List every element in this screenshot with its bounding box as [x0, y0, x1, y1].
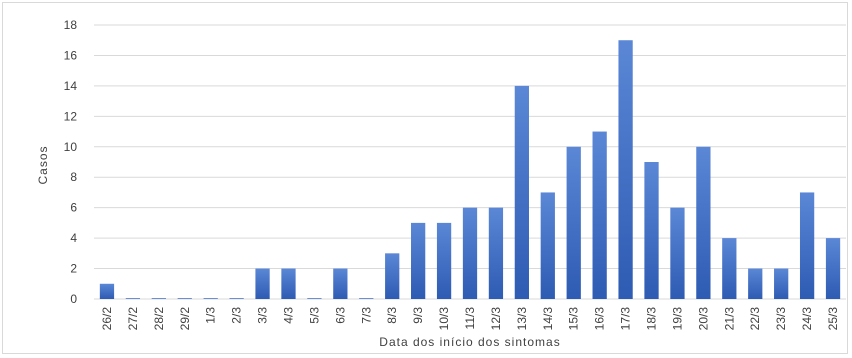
x-axis-ticks: 26/2 27/2 28/2 29/2 1/3 2/3 3/3 4/3 5/3 6/3 7/3 8/3…: [100, 307, 840, 331]
x-tick-label: 24/3: [800, 307, 814, 331]
y-tick-label: 16: [64, 48, 78, 62]
x-tick-label: 28/2: [152, 307, 166, 331]
bar-21-3: [722, 238, 737, 299]
bar-13-3: [514, 85, 529, 299]
bar-23-3: [774, 268, 789, 299]
bar-10-3: [436, 222, 452, 299]
bar-29-2: [177, 298, 192, 299]
x-tick-label: 21/3: [722, 307, 736, 331]
x-tick-label: 7/3: [359, 307, 373, 324]
bar-5-3: [307, 298, 322, 299]
x-tick-label: 9/3: [411, 307, 425, 324]
bar-24-3: [799, 192, 815, 299]
x-tick-label: 16/3: [593, 307, 607, 331]
y-tick-label: 4: [70, 231, 77, 245]
bar-20-3: [696, 146, 711, 299]
x-tick-label: 25/3: [826, 307, 840, 331]
x-tick-label: 8/3: [385, 307, 399, 324]
bar-27-2: [125, 298, 141, 299]
bar-19-3: [670, 207, 685, 299]
bars: [99, 40, 841, 299]
x-tick-label: 15/3: [567, 307, 581, 331]
bar-28-2: [151, 298, 166, 299]
bar-6-3: [333, 268, 348, 299]
y-axis-ticks: 0 2 4 6 8 10 12 14 16 18: [64, 18, 78, 306]
x-tick-label: 20/3: [696, 307, 710, 331]
x-tick-label: 22/3: [748, 307, 762, 331]
bar-14-3: [540, 192, 555, 299]
y-tick-label: 14: [64, 79, 78, 93]
x-tick-label: 19/3: [670, 307, 684, 331]
bar-8-3: [385, 253, 400, 299]
bar-22-3: [748, 268, 763, 299]
x-tick-label: 1/3: [204, 307, 218, 324]
x-tick-label: 27/2: [126, 307, 140, 331]
y-tick-label: 18: [64, 18, 78, 32]
x-tick-label: 2/3: [230, 307, 244, 324]
y-tick-label: 6: [70, 201, 77, 215]
x-tick-label: 11/3: [463, 307, 477, 330]
y-tick-label: 2: [70, 262, 77, 276]
x-tick-label: 6/3: [333, 307, 347, 324]
y-axis-title: Casos: [36, 145, 50, 184]
y-tick-label: 8: [70, 170, 77, 184]
x-tick-label: 18/3: [645, 307, 659, 331]
bar-7-3: [359, 298, 374, 299]
x-tick-label: 14/3: [541, 307, 555, 331]
bar-16-3: [592, 131, 607, 299]
x-axis-title: Data dos início dos sintomas: [379, 335, 560, 349]
bar-11-3: [462, 207, 478, 299]
y-tick-label: 0: [70, 292, 77, 306]
x-tick-label: 4/3: [281, 307, 295, 324]
bar-1-3: [203, 298, 218, 299]
bar-15-3: [566, 146, 581, 299]
x-tick-label: 12/3: [489, 307, 503, 331]
bar-2-3: [229, 298, 244, 299]
x-tick-label: 13/3: [515, 307, 529, 331]
x-tick-label: 29/2: [178, 307, 192, 331]
bar-12-3: [488, 207, 504, 299]
bar-25-3: [825, 238, 841, 299]
bar-18-3: [644, 162, 659, 299]
bar-26-2: [99, 283, 115, 299]
gridlines: [94, 24, 846, 300]
y-tick-label: 12: [64, 109, 78, 123]
y-tick-label: 10: [64, 140, 78, 154]
bar-3-3: [255, 268, 270, 299]
x-tick-label: 10/3: [437, 307, 451, 331]
x-tick-label: 17/3: [619, 307, 633, 331]
bar-17-3: [618, 40, 633, 299]
bar-9-3: [411, 222, 426, 299]
x-tick-label: 23/3: [774, 307, 788, 331]
bar-4-3: [281, 268, 296, 299]
x-tick-label: 5/3: [307, 307, 321, 324]
x-tick-label: 26/2: [100, 307, 114, 331]
chart-frame: [2, 2, 848, 354]
x-tick-label: 3/3: [256, 307, 270, 324]
